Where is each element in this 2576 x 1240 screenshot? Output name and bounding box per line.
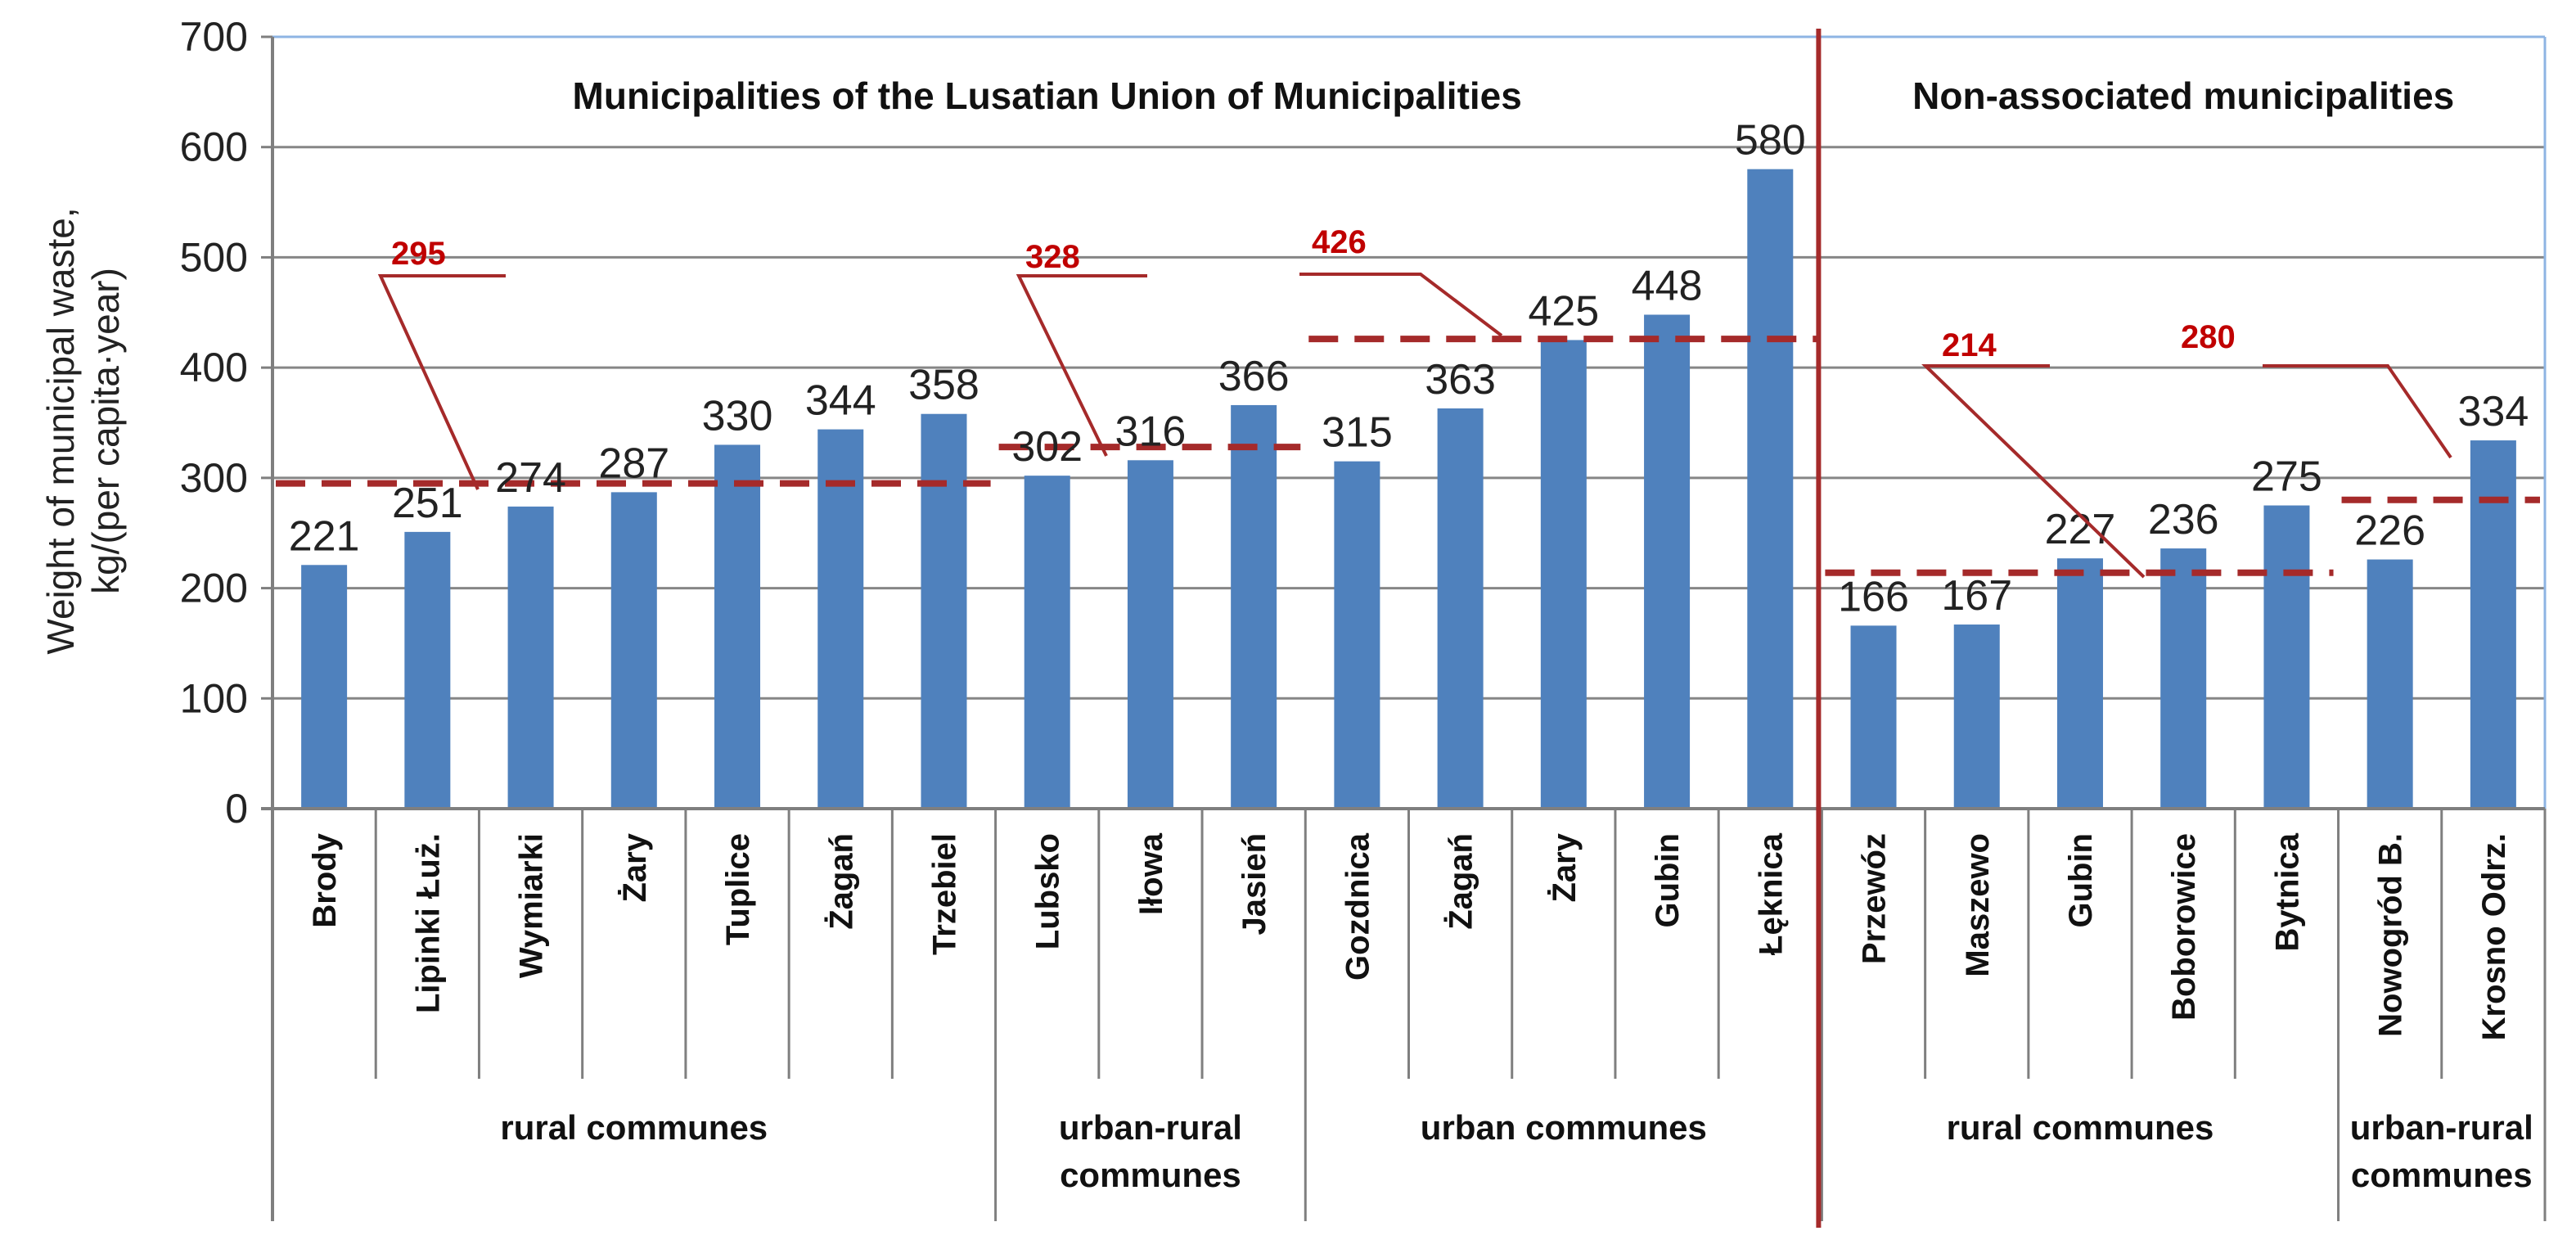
value-label: 366 (1218, 353, 1290, 400)
category-label: Brody (307, 832, 343, 927)
value-label: 425 (1528, 287, 1599, 335)
bar (1127, 460, 1173, 809)
category-label: Wymiarki (514, 833, 550, 978)
group-label: communes (2351, 1156, 2533, 1194)
y-tick-label: 0 (225, 786, 248, 832)
category-label: Nowogród B. (2373, 833, 2409, 1037)
average-label: 426 (1312, 224, 1367, 260)
category-label: Maszewo (1960, 833, 1996, 977)
value-label: 358 (908, 362, 980, 409)
bar (2367, 559, 2413, 809)
y-axis-title: Weight of municipal waste, (39, 207, 82, 654)
value-label: 274 (495, 454, 566, 502)
category-label: Krosno Odrz. (2476, 833, 2512, 1040)
value-label: 226 (2354, 507, 2425, 555)
value-label: 251 (392, 480, 463, 527)
average-leader-line (2263, 364, 2452, 459)
category-label: Gubin (2063, 833, 2099, 928)
value-label: 363 (1425, 356, 1496, 404)
bar (1334, 461, 1380, 809)
value-label: 344 (805, 377, 876, 425)
value-label: 315 (1322, 409, 1393, 457)
y-tick-label: 200 (180, 566, 248, 611)
category-label: Żary (1547, 832, 1583, 902)
group-label: rural communes (500, 1108, 768, 1147)
y-tick-label: 500 (180, 234, 248, 280)
category-label: Bytnica (2269, 832, 2305, 951)
group-label: communes (1060, 1156, 1241, 1194)
value-label: 302 (1011, 423, 1083, 471)
bar (2470, 440, 2516, 809)
value-label: 287 (598, 440, 669, 487)
y-tick-label: 700 (180, 14, 248, 60)
group-label: urban-rural (1059, 1108, 1242, 1147)
bar (404, 531, 451, 809)
group-label: urban communes (1421, 1108, 1707, 1147)
bar (2160, 548, 2207, 809)
category-label: Lipinki Łuż. (410, 833, 446, 1013)
value-label: 167 (1941, 572, 2012, 620)
group-label: urban-rural (2350, 1108, 2533, 1147)
category-label: Łęknica (1753, 832, 1789, 955)
category-label: Żagań (1443, 833, 1479, 930)
average-leader-line (1016, 274, 1147, 457)
bar (1024, 476, 1070, 809)
y-tick-label: 100 (180, 675, 248, 721)
y-tick-label: 400 (180, 345, 248, 390)
bar (507, 506, 554, 809)
bar (301, 565, 348, 809)
value-label: 330 (702, 392, 773, 440)
average-label: 280 (2181, 319, 2236, 355)
bar (817, 429, 864, 809)
bar (1437, 408, 1484, 809)
section-header: Municipalities of the Lusatian Union of … (573, 74, 1522, 117)
bar (1540, 340, 1587, 809)
average-label: 295 (391, 236, 446, 272)
average-leader-line (1921, 364, 2146, 579)
bar (2056, 558, 2103, 809)
bar (1231, 404, 1277, 809)
value-label: 275 (2251, 453, 2322, 501)
bar (2263, 505, 2310, 809)
value-label: 580 (1735, 117, 1806, 165)
y-tick-label: 300 (180, 455, 248, 501)
average-leader-line (377, 274, 506, 490)
category-label: Iłowa (1133, 832, 1169, 915)
average-leader-line (1299, 273, 1503, 337)
category-label: Lubsko (1030, 833, 1066, 949)
bar (921, 413, 967, 809)
group-label: rural communes (1947, 1108, 2214, 1147)
category-label: Przewóz (1857, 833, 1893, 964)
bar (1747, 169, 1794, 809)
category-label: Tuplice (720, 833, 756, 945)
bar (714, 444, 761, 809)
category-label: Boborowice (2166, 833, 2202, 1021)
category-label: Trzebiel (926, 833, 962, 955)
bar (1850, 625, 1897, 809)
value-label: 236 (2148, 496, 2219, 543)
bar (610, 492, 657, 809)
category-label: Gozdnica (1340, 832, 1376, 981)
category-label: Gubin (1650, 833, 1686, 928)
value-label: 334 (2458, 388, 2529, 435)
average-label: 214 (1942, 327, 1997, 363)
y-tick-label: 600 (180, 124, 248, 170)
bar (1953, 625, 2000, 809)
section-header: Non-associated municipalities (1912, 74, 2454, 117)
category-label: Żagań (823, 833, 859, 930)
average-label: 328 (1025, 239, 1080, 275)
value-label: 316 (1115, 408, 1187, 455)
value-label: 448 (1632, 262, 1703, 309)
category-label: Jasień (1236, 833, 1272, 936)
bar (1644, 314, 1691, 809)
value-label: 166 (1838, 573, 1909, 620)
value-label: 221 (289, 512, 360, 560)
y-axis-title: kg/(per capita·year) (84, 268, 127, 594)
category-label: Żary (617, 832, 653, 902)
